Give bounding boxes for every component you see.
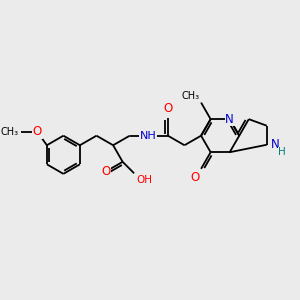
Text: CH₃: CH₃ — [0, 127, 18, 137]
Text: CH₃: CH₃ — [181, 91, 199, 101]
Text: N: N — [271, 138, 279, 151]
Text: O: O — [163, 102, 172, 115]
Text: O: O — [33, 125, 42, 138]
Text: O: O — [101, 165, 111, 178]
Text: O: O — [190, 171, 199, 184]
Text: N: N — [225, 113, 234, 126]
Text: H: H — [278, 147, 286, 158]
Text: OH: OH — [136, 175, 152, 185]
Text: NH: NH — [140, 131, 156, 141]
